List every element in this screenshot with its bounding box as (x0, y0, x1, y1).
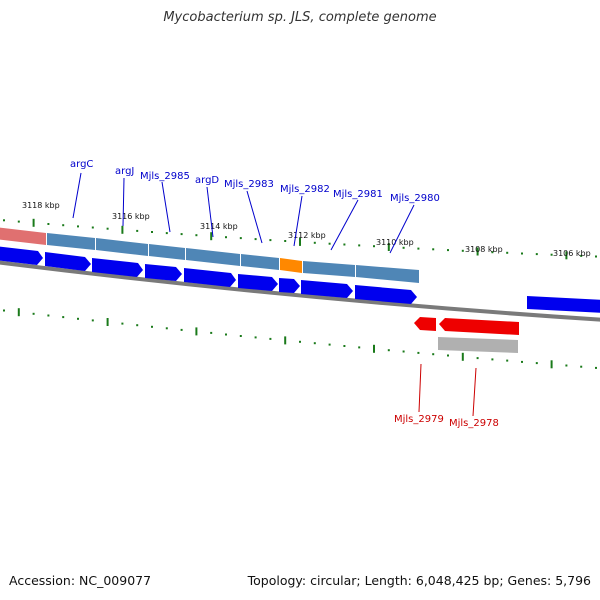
genome-backbone (0, 260, 600, 322)
gene-label-mjls-2985[interactable]: Mjls_2985 (140, 171, 190, 182)
forward-genes (0, 246, 600, 313)
operon-segment[interactable] (356, 265, 419, 283)
connector-line (161, 181, 171, 233)
connector-line (72, 172, 82, 219)
gene-arrow-forward[interactable] (279, 278, 300, 293)
gene-label-mjls-2980[interactable]: Mjls_2980 (390, 193, 440, 204)
operon-segment-highlight[interactable] (280, 258, 302, 273)
gene-arrow-forward[interactable] (92, 258, 143, 277)
gene-arrow-forward[interactable] (145, 264, 182, 281)
operon-segment[interactable] (186, 248, 240, 266)
operon-segment[interactable] (47, 233, 95, 250)
kbp-ruler-upper (3, 218, 597, 260)
kbp-ruler-lower (3, 308, 597, 369)
kbp-label: 3108 kbp (465, 245, 503, 254)
kbp-label: 3116 kbp (112, 212, 150, 221)
kbp-label: 3118 kbp (22, 201, 60, 210)
gene-arrow-forward[interactable] (184, 268, 236, 287)
gene-label-argJ[interactable]: argJ (115, 166, 134, 177)
connector-line (389, 204, 415, 254)
gene-label-mjls-2982[interactable]: Mjls_2982 (280, 184, 330, 195)
gene-arrow-forward[interactable] (45, 252, 91, 271)
operon-segment[interactable] (149, 244, 185, 260)
connector-line (418, 363, 422, 413)
accession-label: Accession: NC_009077 (9, 573, 152, 588)
kbp-label: 3106 kbp (553, 249, 591, 258)
map-title: Mycobacterium sp. JLS, complete genome (163, 10, 437, 25)
gene-label-mjls-2981[interactable]: Mjls_2981 (333, 189, 383, 200)
gene-label-argD[interactable]: argD (195, 175, 219, 186)
operon-bar (0, 227, 419, 283)
gene-label-mjls-2978[interactable]: Mjls_2978 (449, 418, 499, 429)
operon-segment[interactable] (96, 238, 148, 256)
gene-arrow-forward[interactable] (355, 285, 417, 304)
gene-arrow-forward[interactable] (238, 274, 278, 291)
kbp-label: 3114 kbp (200, 222, 238, 231)
connector-line (206, 186, 214, 238)
gene-arrow-reverse[interactable] (439, 318, 519, 335)
reverse-gene-labels: Mjls_2979 Mjls_2978 (394, 414, 499, 429)
operon-segment[interactable] (303, 261, 355, 277)
reverse-feature-bar[interactable] (438, 337, 518, 353)
gene-label-mjls-2983[interactable]: Mjls_2983 (224, 179, 274, 190)
genome-summary: Topology: circular; Length: 6,048,425 bp… (247, 573, 591, 588)
gene-label-mjls-2979[interactable]: Mjls_2979 (394, 414, 444, 425)
connector-line (122, 177, 125, 227)
gene-arrow-forward[interactable] (301, 280, 353, 298)
connector-line (246, 190, 263, 244)
gene-arrow-forward[interactable] (527, 296, 600, 313)
connector-line (472, 367, 477, 417)
gene-arrow-reverse[interactable] (414, 317, 436, 331)
label-connectors (72, 172, 477, 417)
kbp-label: 3112 kbp (288, 231, 326, 240)
operon-segment[interactable] (241, 254, 279, 270)
connector-line (330, 199, 359, 251)
connector-line (293, 195, 303, 247)
operon-segment-pink[interactable] (0, 227, 46, 245)
reverse-genes (414, 317, 519, 353)
forward-gene-labels: argC argJ Mjls_2985 argD Mjls_2983 Mjls_… (70, 159, 440, 204)
gene-arrow-forward[interactable] (0, 246, 43, 265)
gene-label-argC[interactable]: argC (70, 159, 93, 170)
